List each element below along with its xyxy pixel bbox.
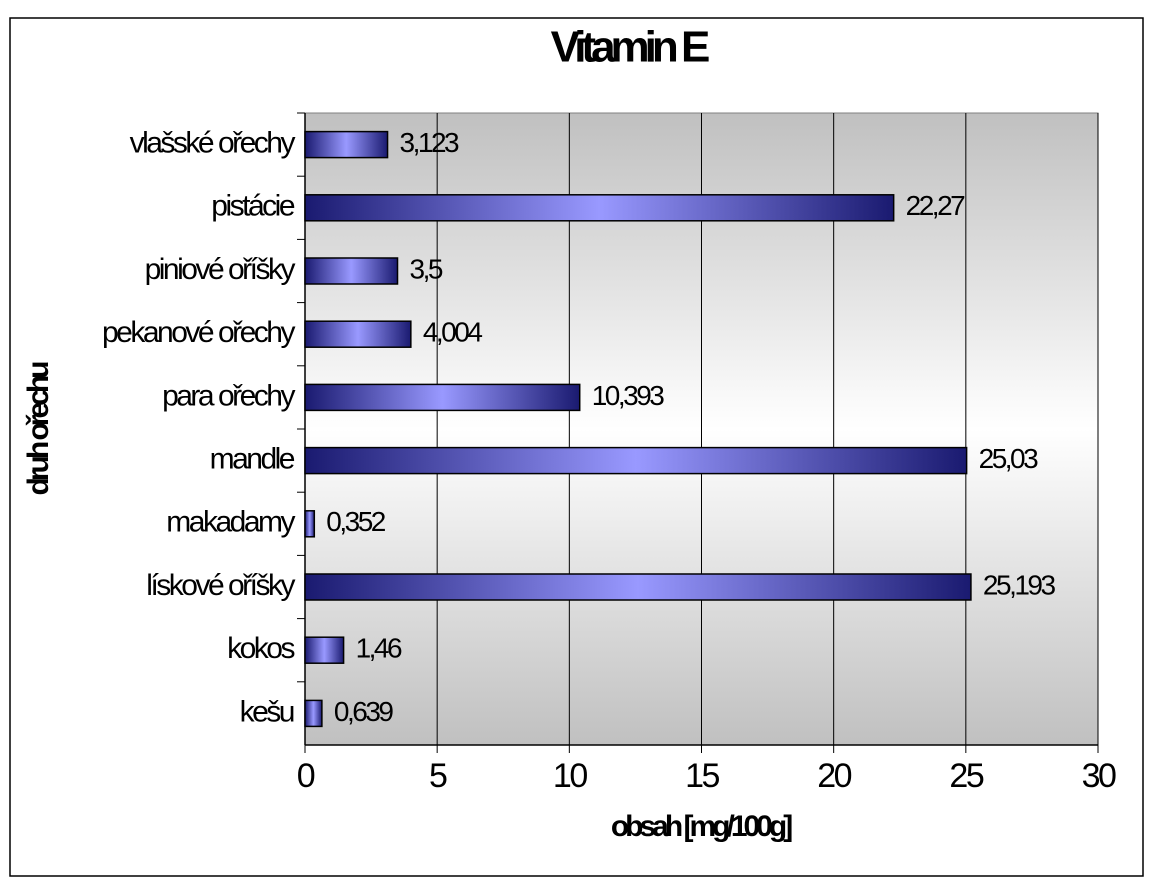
bar xyxy=(304,383,581,412)
y-tick-label: para ořechy xyxy=(162,379,295,412)
data-label: 25,193 xyxy=(983,569,1056,600)
data-label: 4,004 xyxy=(423,317,482,348)
y-tick-label: mandle xyxy=(210,443,295,476)
x-tick-label: 25 xyxy=(949,757,983,795)
y-tick-label: vlašské ořechy xyxy=(130,127,296,160)
y-tick-label: kokos xyxy=(227,632,294,665)
bar xyxy=(304,636,345,664)
bar xyxy=(304,510,316,538)
y-tick-label: makadamy xyxy=(166,506,295,539)
data-label: 25,03 xyxy=(979,443,1038,474)
bar xyxy=(304,573,972,601)
bar xyxy=(304,257,399,285)
x-tick-label: 15 xyxy=(685,757,719,795)
data-label: 3,5 xyxy=(410,253,443,284)
data-label: 0,639 xyxy=(334,696,393,727)
x-tick-label: 5 xyxy=(429,757,447,795)
bar xyxy=(304,130,389,159)
data-label: 1,46 xyxy=(356,633,402,664)
y-tick-label: lískové oříšky xyxy=(146,569,295,602)
y-axis-label: druh ořechu xyxy=(22,362,55,496)
bar xyxy=(304,194,895,222)
y-tick-label: piniové oříšky xyxy=(145,253,296,286)
bar xyxy=(304,699,323,728)
data-label: 22,27 xyxy=(906,190,965,221)
x-tick-label: 0 xyxy=(297,757,315,795)
x-axis-label: obsah [mg/100g] xyxy=(611,810,792,843)
x-tick-label: 20 xyxy=(817,757,851,795)
data-label: 3,123 xyxy=(400,127,459,158)
x-tick-label: 10 xyxy=(553,757,587,795)
y-tick-label: pistácie xyxy=(211,190,295,223)
chart-title: Vitamin E xyxy=(551,23,709,72)
data-label: 0,352 xyxy=(326,506,385,537)
bar xyxy=(304,446,968,475)
y-tick-label: pekanové ořechy xyxy=(102,316,295,349)
data-label: 10,393 xyxy=(592,380,665,411)
x-tick-label: 30 xyxy=(1082,757,1116,795)
bar xyxy=(304,320,412,348)
y-tick-label: kešu xyxy=(240,695,294,728)
